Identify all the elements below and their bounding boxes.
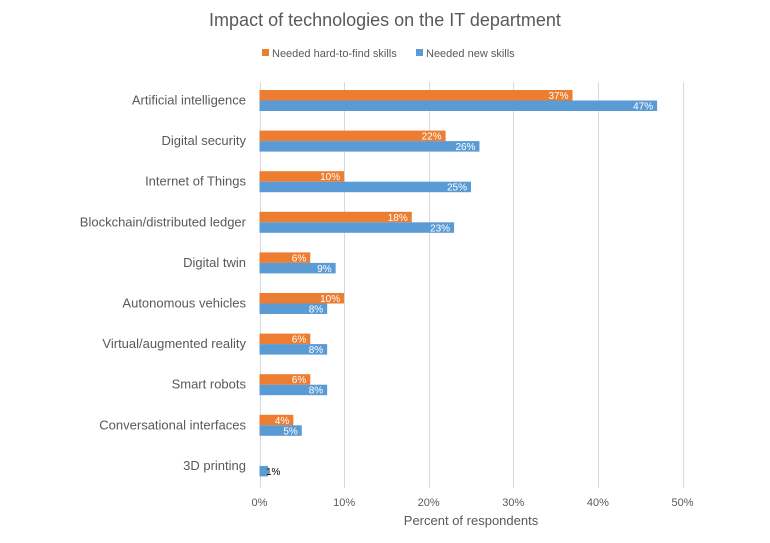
bar-new-skills (259, 344, 328, 355)
bar-new-skills (259, 303, 328, 314)
data-label: 8% (309, 305, 324, 316)
category-label: Artificial intelligence (132, 93, 246, 108)
legend-swatch-new-skills (416, 49, 423, 56)
data-label: 47% (633, 102, 653, 113)
category-label: Digital security (161, 133, 246, 148)
category-label: Digital twin (183, 255, 246, 270)
x-tick-label: 50% (671, 497, 693, 509)
bar-hard-to-find (259, 171, 345, 182)
bar-hard-to-find (259, 414, 294, 426)
data-label: 4% (275, 416, 290, 427)
bar-hard-to-find (259, 130, 446, 142)
data-label: 1% (266, 467, 281, 478)
data-label: 10% (320, 172, 340, 183)
bar-new-skills (259, 465, 268, 477)
bar-hard-to-find (259, 293, 345, 304)
bar-new-skills (259, 384, 328, 396)
data-label: 18% (388, 213, 408, 224)
bar-new-skills (259, 222, 455, 233)
category-label: Blockchain/distributed ledger (80, 214, 247, 229)
x-axis-title: Percent of respondents (404, 513, 539, 528)
bars (259, 90, 658, 477)
x-axis-ticks: 0% 10% 20% 30% 40% 50% (252, 497, 694, 509)
x-tick-label: 30% (502, 497, 524, 509)
data-label: 6% (292, 253, 307, 264)
data-label: 6% (292, 335, 307, 346)
category-label: Conversational interfaces (99, 417, 246, 432)
data-label: 25% (447, 183, 467, 194)
category-label: Smart robots (172, 377, 247, 392)
bar-hard-to-find (259, 374, 311, 385)
data-label: 9% (317, 264, 332, 275)
bar-new-skills (259, 141, 480, 152)
x-tick-label: 20% (418, 497, 440, 509)
bar-hard-to-find (259, 90, 573, 101)
bar-hard-to-find (259, 333, 311, 345)
x-tick-label: 40% (587, 497, 609, 509)
data-label: 8% (309, 345, 324, 356)
bar-new-skills (259, 100, 658, 111)
bar-new-skills (259, 181, 471, 193)
x-tick-label: 10% (333, 497, 355, 509)
category-label: Internet of Things (145, 174, 246, 189)
chart-title: Impact of technologies on the IT departm… (209, 10, 561, 30)
bar-new-skills (259, 262, 336, 274)
data-label: 6% (292, 375, 307, 386)
data-label: 26% (455, 142, 475, 153)
data-label: 8% (309, 386, 324, 397)
category-label: 3D printing (183, 458, 246, 473)
data-label: 5% (283, 426, 298, 437)
data-label: 37% (549, 91, 569, 102)
category-labels: Artificial intelligence Digital security I… (80, 93, 247, 473)
data-labels: 37%47%22%26%10%25%18%23%6%9%10%8%6%8%6%8… (266, 91, 653, 478)
legend-swatch-hard-to-find (262, 49, 269, 56)
bar-hard-to-find (259, 211, 412, 223)
category-label: Autonomous vehicles (122, 296, 246, 311)
legend-label-hard-to-find: Needed hard-to-find skills (272, 48, 397, 60)
legend-label-new-skills: Needed new skills (426, 48, 515, 60)
bar-new-skills (259, 425, 302, 436)
legend: Needed hard-to-find skills Needed new sk… (262, 48, 515, 60)
data-label: 22% (422, 132, 442, 143)
data-label: 10% (320, 294, 340, 305)
data-label: 23% (430, 223, 450, 234)
x-tick-label: 0% (252, 497, 268, 509)
bar-hard-to-find (259, 252, 311, 263)
category-label: Virtual/augmented reality (102, 336, 246, 351)
